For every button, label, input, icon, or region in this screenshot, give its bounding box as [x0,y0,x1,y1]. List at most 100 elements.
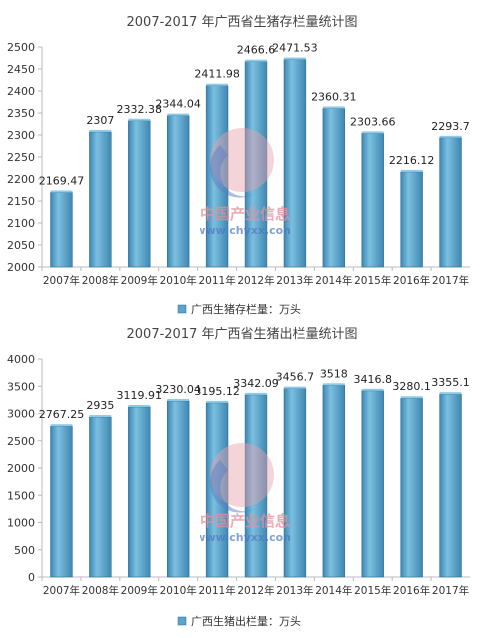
bar [400,171,423,268]
data-label: 2332.38 [117,103,163,116]
data-label: 3518 [320,367,348,380]
bar-cap [284,57,306,60]
chart-title: 2007-2017 年广西省生猪存栏量统计图 [127,15,358,30]
bar [244,394,268,578]
bar [361,133,384,268]
data-label: 3280.1 [392,380,431,393]
bar-cap [322,106,345,109]
bar-cap [400,169,423,172]
legend-label: 广西生猪出栏量：万头 [191,614,301,628]
x-tick-label: 2009年 [121,274,158,287]
data-label: 3416.8 [353,373,392,386]
bar [50,192,73,268]
x-tick-label: 2013年 [276,274,313,287]
x-tick-label: 2007年 [43,274,80,287]
bar [283,59,307,268]
bar-cap [284,386,306,389]
data-label: 2471.53 [272,42,318,55]
legend-label: 广西生猪存栏量：万头 [191,302,301,316]
x-tick-label: 2012年 [237,274,274,287]
bar [439,393,462,578]
data-label: 3195.12 [194,385,240,398]
bar-cap [245,59,267,62]
bar [128,120,151,268]
legend-swatch [177,304,187,314]
bar [283,388,307,578]
data-label: 2411.98 [194,68,240,81]
bar [439,137,462,268]
x-tick-label: 2016年 [393,274,430,287]
bar [128,406,151,578]
bar [89,131,112,268]
x-tick-label: 2011年 [198,274,235,287]
data-label: 2360.31 [311,90,357,103]
bar-cap [439,135,462,138]
y-tick-label: 1000 [7,517,35,530]
bar [244,61,268,268]
x-tick-label: 2015年 [354,584,391,597]
data-label: 3342.09 [233,377,279,390]
chart-stock-svg: 2007-2017 年广西省生猪存栏量统计图 2000 2050 2100 2150 22… [7,15,470,316]
bar-cap [245,392,267,395]
bar-cap [400,396,423,399]
bar-cap [89,129,112,132]
y-tick-label: 3000 [7,408,35,421]
bar [322,384,346,578]
bar [205,85,229,268]
bar [166,400,190,578]
y-tick-label: 2050 [7,239,35,252]
bar-cap [206,83,228,86]
chart-slaughter: 2007-2017 年广西省生猪出栏量统计图 0 500 1000 1500 2000 25… [0,317,484,634]
x-tick-label: 2017年 [432,274,469,287]
y-tick-label: 2300 [7,129,35,142]
y-tick-label: 2500 [7,435,35,448]
x-tick-label: 2012年 [237,584,274,597]
bar-cap [128,404,151,407]
y-tick-label: 1500 [7,489,35,502]
x-tick-label: 2013年 [276,584,313,597]
y-tick-label: 2500 [7,41,35,54]
y-tick-label: 500 [14,544,35,557]
data-label: 2935 [86,399,114,412]
data-label: 2466.6 [237,44,276,57]
x-tick-label: 2008年 [82,584,119,597]
y-tick-label: 2150 [7,195,35,208]
data-label: 3355.1 [431,376,470,389]
x-tick-label: 2014年 [315,584,352,597]
y-tick-label: 2250 [7,151,35,164]
bar-cap [439,392,462,395]
x-tick-label: 2017年 [432,584,469,597]
data-label: 2303.66 [350,115,396,128]
x-tick-label: 2009年 [121,584,158,597]
data-label: 2344.04 [155,98,201,111]
x-tick-label: 2010年 [160,274,197,287]
data-label: 3119.91 [117,389,163,402]
bar-cap [167,113,190,116]
legend-swatch [177,616,187,626]
x-tick-label: 2010年 [160,584,197,597]
data-label: 2169.47 [39,174,85,187]
bar-cap [128,118,151,121]
bar-cap [89,415,112,418]
y-tick-label: 2000 [7,462,35,475]
y-tick-label: 2100 [7,217,35,230]
data-label: 2767.25 [39,408,85,421]
legend: 广西生猪出栏量：万头 [177,614,301,628]
y-tick-label: 2450 [7,63,35,76]
data-label: 2307 [86,114,114,127]
chart-slaughter-svg: 2007-2017 年广西省生猪出栏量统计图 0 500 1000 1500 2000 25… [7,327,470,628]
y-tick-label: 0 [28,571,35,584]
data-label: 2293.7 [431,120,470,133]
y-tick-label: 2000 [7,261,35,274]
bar [89,416,112,578]
chart-title: 2007-2017 年广西省生猪出栏量统计图 [127,327,358,342]
bar-cap [50,190,73,193]
bar [400,397,423,578]
x-tick-label: 2014年 [315,274,352,287]
x-tick-label: 2008年 [82,274,119,287]
bar [361,390,384,578]
data-label: 3230.04 [155,383,201,396]
bar-cap [322,383,345,386]
bar [166,115,190,268]
bar [205,402,229,578]
